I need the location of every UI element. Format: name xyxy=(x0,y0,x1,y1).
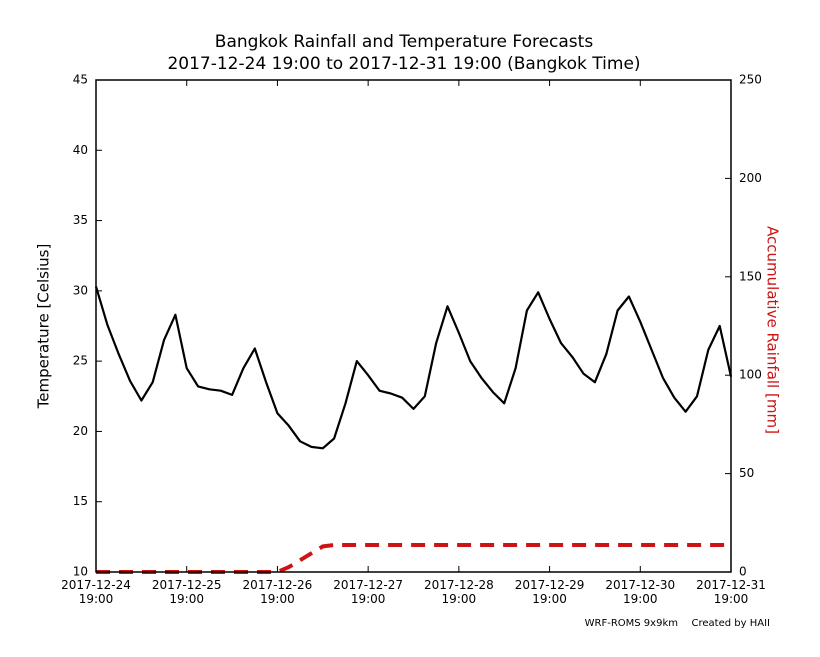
footnote: Created by HAII xyxy=(692,618,770,629)
y-tick-label: 45 xyxy=(73,73,88,87)
x-tick-label: 2017-12-25 19:00 xyxy=(151,578,222,606)
y2-tick-label: 0 xyxy=(739,565,747,579)
y-tick-label: 15 xyxy=(73,494,88,508)
y-tick-label: 35 xyxy=(73,213,88,227)
plot-frame xyxy=(95,79,732,573)
chart-title: Bangkok Rainfall and Temperature Forecas… xyxy=(215,32,594,52)
x-tick-label: 2017-12-31 19:00 xyxy=(696,578,766,606)
footnote: WRF-ROMS 9x9km xyxy=(585,618,678,629)
y2-tick-label: 50 xyxy=(739,466,754,480)
chart-subtitle: 2017-12-24 19:00 to 2017-12-31 19:00 (Ba… xyxy=(167,54,640,74)
x-tick-label: 2017-12-30 19:00 xyxy=(605,578,676,606)
x-tick-label: 2017-12-24 19:00 xyxy=(61,578,131,606)
x-tick-label: 2017-12-28 19:00 xyxy=(423,578,494,606)
y-tick-label: 40 xyxy=(73,143,88,157)
y2-tick-label: 200 xyxy=(739,171,762,185)
series-line xyxy=(94,286,733,450)
y2-tick-label: 250 xyxy=(739,73,762,87)
x-tick-label: 2017-12-27 19:00 xyxy=(333,578,404,606)
series-line xyxy=(96,543,731,574)
x-tick-label: 2017-12-26 19:00 xyxy=(242,578,313,606)
y-tick-label: 30 xyxy=(73,283,88,297)
y-tick-label: 25 xyxy=(73,354,88,368)
y-tick-label: 10 xyxy=(73,565,88,579)
y2-tick-label: 150 xyxy=(739,269,762,283)
y-axis-label: Temperature [Celsius] xyxy=(35,244,53,410)
y-tick-label: 20 xyxy=(73,424,88,438)
y2-axis-label: Accumulative Rainfall [mm] xyxy=(764,226,782,434)
x-tick-label: 2017-12-29 19:00 xyxy=(514,578,585,606)
y2-tick-label: 100 xyxy=(739,368,762,382)
